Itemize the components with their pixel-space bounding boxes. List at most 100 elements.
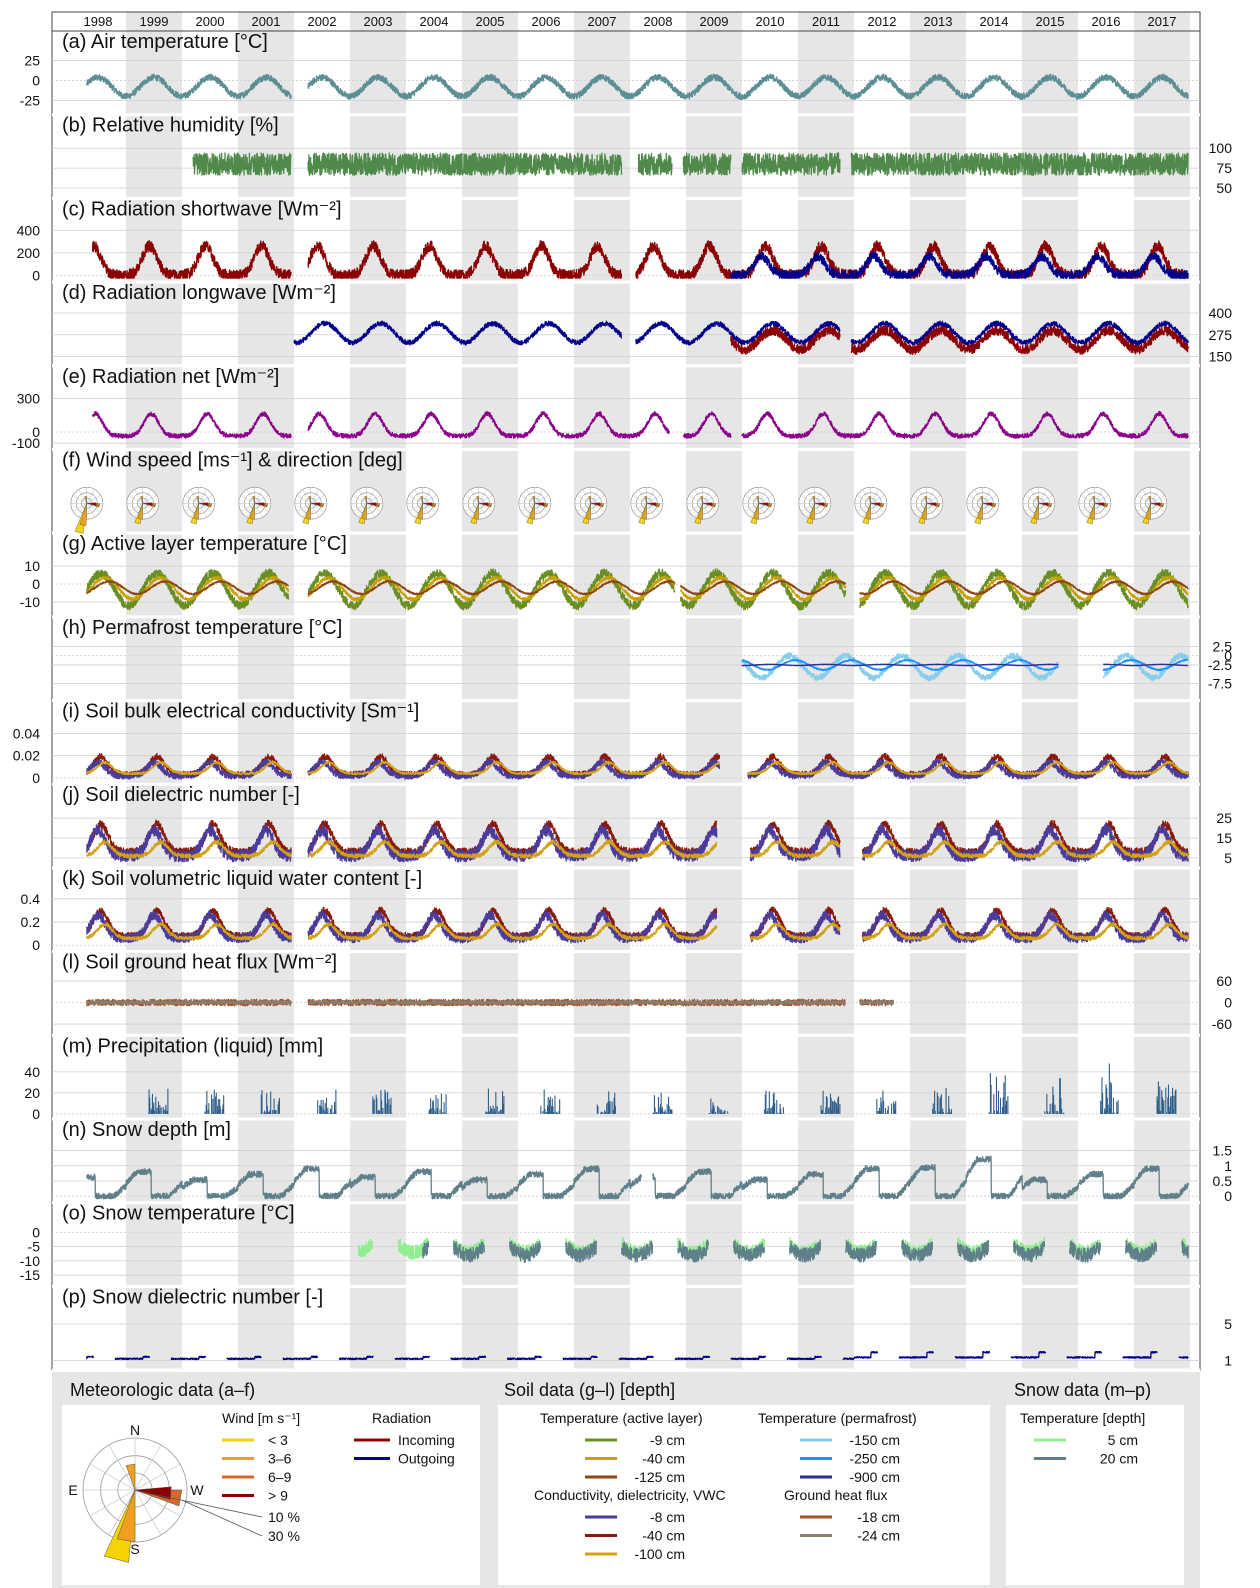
rose-petal — [980, 495, 983, 504]
rose-petal — [79, 503, 87, 526]
rose-pct-pointer — [152, 1493, 263, 1518]
rose-spoke — [590, 495, 605, 504]
rose-petal — [478, 502, 489, 506]
rose-pct-label: 30 % — [268, 1528, 300, 1544]
year-label: 2014 — [980, 14, 1009, 29]
y-tick-label: -100 — [12, 435, 40, 451]
rose-spoke — [1086, 503, 1096, 518]
rose-spoke — [1030, 503, 1040, 518]
legend-rose-spoke — [134, 1489, 162, 1536]
y-tick-label: 50 — [1216, 180, 1232, 196]
panel-j: (j) Soil dielectric number [-] 25 15 5 — [52, 784, 1232, 870]
legend-rose-spoke — [134, 1463, 181, 1491]
rose-spoke — [576, 495, 591, 504]
rose-petal — [812, 495, 815, 504]
rose-spoke — [142, 503, 152, 518]
wind-rose — [742, 486, 776, 525]
rose-spoke — [1038, 503, 1048, 518]
rose-spoke — [1086, 489, 1096, 504]
series-line-incoming — [91, 240, 1189, 279]
rose-petal — [702, 502, 713, 506]
wind-rose — [1022, 486, 1056, 525]
rose-spoke — [1024, 503, 1039, 512]
panel-title: (j) Soil dielectric number [-] — [62, 784, 300, 806]
rose-spoke — [422, 503, 437, 512]
year-label: 2016 — [1092, 14, 1121, 29]
legend-label: -18 cm — [857, 1509, 900, 1525]
rose-petal — [142, 502, 153, 506]
wind-rose — [1134, 486, 1168, 525]
wind-rose — [406, 486, 440, 525]
rose-petal — [364, 495, 367, 504]
legend-rose-spoke — [108, 1444, 136, 1491]
rose-petal — [1092, 495, 1095, 504]
rose-spoke — [190, 503, 200, 518]
year-axis: 1998 1999 2000 2001 2002 2003 2004 2005 2006 2007… — [84, 14, 1177, 29]
rose-petal — [529, 503, 535, 520]
panel-title: (e) Radiation net [Wm⁻²] — [62, 366, 279, 388]
y-tick-label: 20 — [24, 1085, 40, 1101]
rose-spoke — [1038, 489, 1048, 504]
panel-title: (f) Wind speed [ms⁻¹] & direction [deg] — [62, 449, 403, 471]
legend: Meteorologic data (a–f) N E S W 10 % 30 % Wind … — [52, 1372, 1200, 1588]
rose-spoke — [464, 495, 479, 504]
y-tick-label: 0 — [1224, 995, 1232, 1011]
year-label: 2007 — [588, 14, 617, 29]
year-label: 2002 — [308, 14, 337, 29]
series-line-cond_8 — [86, 909, 1189, 944]
y-tick-label: 0.4 — [21, 891, 41, 907]
year-label: 2004 — [420, 14, 449, 29]
rose-petal — [700, 495, 703, 504]
rose-spoke — [926, 503, 941, 512]
legend-label: -250 cm — [849, 1451, 900, 1467]
panel-n: (n) Snow depth [m] 1.510.50 — [52, 1119, 1232, 1204]
rose-petal — [473, 503, 479, 520]
panel-a: (a) Air temperature [°C] 25 0 -25 — [20, 31, 1200, 117]
rose-spoke — [142, 489, 152, 504]
legend-rose-petal — [125, 1463, 136, 1491]
rose-petal — [196, 495, 199, 504]
y-tick-label: 275 — [1209, 327, 1233, 343]
rose-spoke — [856, 503, 871, 512]
y-tick-label: 150 — [1209, 349, 1233, 365]
rose-spoke — [534, 503, 549, 512]
rose-spoke — [918, 489, 928, 504]
rose-spoke — [366, 489, 376, 504]
rose-spoke — [86, 489, 96, 504]
rose-petal — [982, 502, 993, 506]
wind-rose — [966, 486, 1000, 525]
rose-petal — [305, 503, 311, 520]
rose-spoke — [1038, 503, 1053, 512]
rose-spoke — [800, 495, 815, 504]
year-label: 2000 — [196, 14, 225, 29]
series-line-cond_100 — [86, 839, 1189, 859]
y-tick-label: 0 — [32, 1106, 40, 1122]
wind-rose — [910, 486, 944, 525]
panel-title: (m) Precipitation (liquid) [mm] — [62, 1035, 323, 1057]
rose-petal — [249, 503, 255, 520]
legend-group-title: Temperature [depth] — [1020, 1410, 1145, 1426]
rose-spoke — [1150, 495, 1165, 504]
wind-rose — [686, 486, 720, 525]
wind-rose — [182, 486, 216, 525]
legend-rose-petal — [116, 1489, 136, 1543]
rose-spoke — [814, 495, 829, 504]
year-label: 1999 — [140, 14, 169, 29]
rose-petal — [193, 503, 199, 520]
rose-spoke — [366, 503, 381, 512]
legend-label: 5 cm — [1108, 1432, 1138, 1448]
y-tick-label: 400 — [1209, 305, 1233, 321]
panel-title: (n) Snow depth [m] — [62, 1119, 231, 1141]
rose-spoke — [750, 489, 760, 504]
rose-spoke — [702, 503, 712, 518]
rose-petal — [809, 503, 815, 520]
series-line-incoming — [730, 325, 1189, 356]
legend-rose-spoke — [134, 1489, 181, 1517]
panel-title: (g) Active layer temperature [°C] — [62, 533, 347, 555]
rose-petal — [84, 495, 87, 504]
rose-spoke — [744, 495, 759, 504]
panel-c: (c) Radiation shortwave [Wm⁻²] 400 200 0 — [17, 198, 1200, 284]
wind-rose — [630, 486, 664, 525]
y-tick-label: 0 — [32, 770, 40, 786]
rose-petal — [254, 502, 265, 506]
